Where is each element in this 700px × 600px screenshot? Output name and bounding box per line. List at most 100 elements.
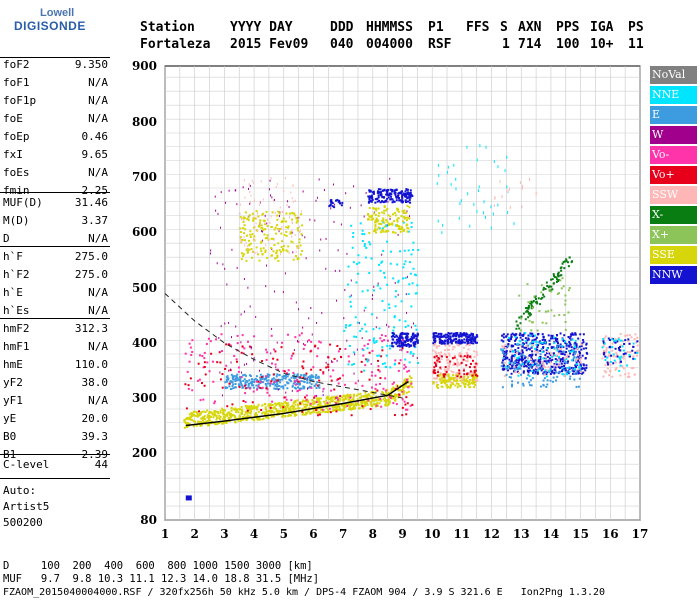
trace-point-w (222, 263, 224, 266)
trace-point-e (278, 374, 281, 377)
trace-point-e (286, 375, 289, 378)
trace-point-e (237, 383, 240, 386)
trace-point-nne (535, 340, 538, 343)
trace-point-vo (349, 396, 352, 399)
trace-point-vo (341, 374, 344, 377)
trace-point-sse (375, 217, 378, 220)
trace-point-sse (384, 404, 387, 407)
trace-point-nnw (463, 341, 466, 344)
trace-point-sse (224, 413, 227, 416)
y-tick-label: 900 (132, 59, 157, 73)
trace-point-xminus (522, 312, 525, 315)
trace-point-sse (393, 395, 396, 398)
trace-point-vo (379, 398, 382, 401)
trace-point-e (290, 380, 293, 383)
trace-point-sse (324, 404, 327, 407)
trace-point-sse (372, 206, 375, 209)
trace-point-ssw (253, 199, 255, 202)
trace-point-sse (391, 223, 394, 226)
trace-point-sse (277, 259, 280, 262)
trace-point-vo (321, 408, 324, 411)
trace-point-e (310, 376, 313, 379)
trace-point-vop (454, 363, 457, 366)
trace-point-vo (377, 365, 380, 368)
trace-point-nnw (575, 343, 578, 346)
trace-point-xplus (533, 295, 536, 298)
trace-point-sse (319, 407, 322, 410)
trace-point-sse (272, 406, 275, 409)
trace-point-sse (464, 380, 467, 383)
trace-point-sse (316, 398, 319, 401)
trace-point-e (303, 386, 306, 389)
trace-point-sse (323, 400, 326, 403)
trace-point-nnw (331, 202, 334, 205)
trace-point-sse (437, 386, 440, 389)
trace-point-nne (389, 250, 392, 253)
trace-point-nnw (532, 334, 535, 337)
trace-point-nnw (381, 196, 384, 199)
trace-point-ssw (503, 375, 506, 378)
trace-point-sse (210, 415, 213, 418)
trace-point-nnw (563, 334, 566, 337)
trace-point-nnw (401, 197, 404, 200)
header-ddd-label: DDD (330, 20, 354, 35)
trace-point-nnw (525, 341, 528, 344)
trace-point-ssw (514, 371, 517, 374)
trace-point-xminus (550, 285, 553, 288)
trace-point-xminus (541, 296, 544, 299)
trace-point-nnw (518, 357, 521, 360)
trace-point-sse (259, 241, 262, 244)
trace-point-xminus (518, 327, 521, 330)
trace-point-nnw (376, 197, 379, 200)
trace-point-sse (331, 400, 334, 403)
trace-point-e (520, 373, 523, 376)
trace-point-nnw (527, 371, 530, 374)
trace-point-sse (222, 422, 225, 425)
trace-point-vop (466, 354, 469, 357)
trace-point-nnw (409, 189, 412, 192)
trace-point-e (265, 379, 268, 382)
trace-point-nnw (534, 370, 537, 373)
trace-point-ssw (288, 251, 290, 254)
trace-point-sse (247, 239, 250, 242)
trace-point-e (287, 382, 290, 385)
param-value: 3.37 (81, 214, 109, 227)
trace-point-mix (473, 362, 476, 365)
trace-point-sse (380, 399, 383, 402)
trace-point-sse (229, 416, 232, 419)
trace-point-sse (385, 393, 388, 396)
trace-point-xminus (527, 312, 530, 315)
trace-point-xplus (520, 317, 523, 320)
trace-point-nnw (574, 332, 577, 335)
trace-point-nne (372, 328, 375, 331)
trace-point-nnw (389, 198, 392, 201)
header-date-value: 2015 Fev09 (230, 37, 309, 52)
trace-point-sse (386, 208, 389, 211)
trace-point-sse (241, 238, 244, 241)
trace-point-e (235, 377, 238, 380)
trace-point-nnw (405, 188, 408, 191)
trace-point-xplus (563, 313, 566, 316)
trace-point-nnw (389, 188, 392, 191)
trace-point-e (285, 374, 288, 377)
trace-point-vop (443, 374, 446, 377)
trace-point-nne (450, 183, 452, 187)
trace-point-vop (437, 371, 440, 374)
trace-point-sse (248, 244, 251, 247)
trace-point-sse (356, 402, 359, 405)
trace-point-vo (337, 382, 340, 385)
trace-point-nnw (536, 371, 539, 374)
trace-point-e (571, 368, 574, 371)
trace-point-e (548, 371, 551, 374)
param-row: h`Es N/A (3, 304, 108, 322)
trace-point-vo (271, 362, 274, 365)
trace-point-nnw (435, 335, 438, 338)
trace-point-nnw (465, 332, 468, 335)
trace-point-sse (309, 411, 312, 414)
trace-point-ssw (299, 225, 301, 228)
trace-point-vo (404, 366, 407, 369)
trace-point-e (248, 379, 251, 382)
trace-point-nnw (504, 356, 507, 359)
x-tick-label: 13 (513, 527, 530, 541)
trace-point-ssw (298, 246, 300, 249)
